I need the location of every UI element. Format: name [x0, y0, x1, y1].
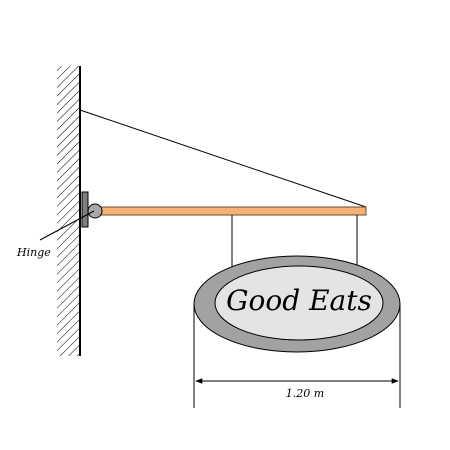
wall [57, 66, 81, 356]
width-label: 1.20 m [286, 387, 324, 400]
hinge-label: Hinge [16, 246, 51, 259]
wall-hatching [57, 66, 80, 356]
width-dimension: 1.20 m [193, 304, 401, 408]
hinge-bracket [81, 191, 89, 228]
horizontal-beam [94, 206, 367, 216]
sign-face [214, 265, 384, 341]
sign-text: Good Eats [226, 284, 372, 317]
hinge-ball [87, 203, 103, 219]
support-cable [79, 109, 367, 208]
sign: Good Eats [193, 255, 401, 353]
hinge-pointer-line [39, 210, 95, 241]
